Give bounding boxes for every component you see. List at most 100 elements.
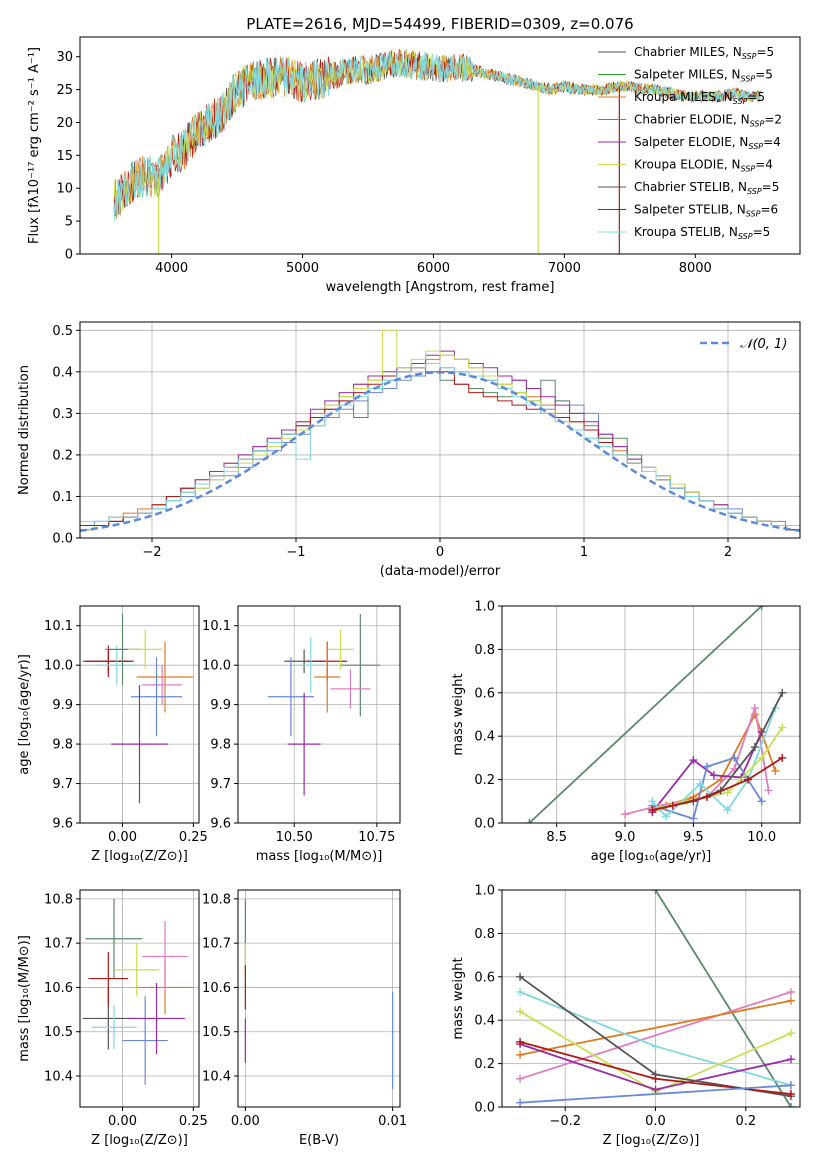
panel-weight-vs-Z: −0.2 0.0 0.2 0.0 0.2 0.4 0.6 0.8 1.0 Z [log₁₀(Z/Z… bbox=[451, 884, 801, 1148]
legend-label: Chabrier ELODIE, NSSP=2 bbox=[634, 113, 782, 129]
y-tick-label: 10.0 bbox=[44, 659, 73, 674]
y-tick-label: 20 bbox=[56, 116, 73, 131]
x-tick-label: −0.2 bbox=[549, 1114, 581, 1129]
y-tick-label: 10.1 bbox=[44, 619, 73, 634]
y-tick-label: 10.7 bbox=[202, 937, 231, 952]
y-tick-label: 0.3 bbox=[52, 407, 73, 422]
y-tick-label: 0.4 bbox=[52, 365, 73, 380]
x-tick-label: 0.00 bbox=[231, 1114, 260, 1129]
x-tick-label: 0.2 bbox=[735, 1114, 756, 1129]
figure-title: PLATE=2616, MJD=54499, FIBERID=0309, z=0… bbox=[246, 15, 633, 33]
legend-label: Kroupa ELODIE, NSSP=4 bbox=[634, 158, 773, 174]
y-tick-label: 9.7 bbox=[52, 777, 73, 792]
legend-label: 𝒩(0, 1) bbox=[740, 337, 787, 352]
y-tick-label: 0 bbox=[65, 248, 73, 263]
plot-area bbox=[238, 890, 400, 1107]
x-axis-label: (data-model)/error bbox=[380, 564, 501, 579]
axes-frame bbox=[79, 889, 200, 1108]
y-tick-label: 9.8 bbox=[52, 738, 73, 753]
y-tick-label: 10.5 bbox=[44, 1025, 73, 1040]
errorbar-point bbox=[136, 641, 194, 713]
series-line-pink bbox=[519, 991, 792, 1080]
legend-label: Kroupa STELIB, NSSP=5 bbox=[634, 225, 770, 241]
panel-residuals: −2 −1 0 1 2 0.0 0.1 0.2 0.3 0.4 0.5 (data-model)/er… bbox=[17, 321, 801, 579]
series-line-kroupa_miles bbox=[519, 999, 792, 1056]
errorbar-point bbox=[297, 637, 324, 693]
axes-frame bbox=[501, 889, 801, 1108]
legend-entry: Salpeter MILES, NSSP=5 bbox=[598, 68, 773, 84]
legend-entry: Chabrier ELODIE, NSSP=2 bbox=[598, 113, 782, 129]
x-tick-label: 4000 bbox=[155, 261, 188, 276]
legend-entry: Salpeter ELODIE, NSSP=4 bbox=[598, 135, 781, 151]
series-line-blue2 bbox=[520, 1084, 792, 1104]
y-tick-label: 10.8 bbox=[202, 892, 231, 907]
y-axis-label: age [log₁₀(age/yr)] bbox=[17, 654, 32, 775]
y-tick-label: 9.9 bbox=[52, 698, 73, 713]
legend-label: Salpeter ELODIE, NSSP=4 bbox=[634, 135, 781, 151]
y-tick-label: 0.4 bbox=[474, 730, 495, 745]
y-tick-label: 30 bbox=[56, 50, 73, 65]
x-tick-label: 2 bbox=[724, 545, 732, 560]
legend-label: Salpeter MILES, NSSP=5 bbox=[634, 68, 773, 84]
x-tick-label: 10.50 bbox=[276, 830, 313, 845]
plot-marks bbox=[82, 613, 194, 804]
y-tick-label: 9.6 bbox=[52, 817, 73, 832]
x-tick-label: 7000 bbox=[548, 261, 581, 276]
y-tick-label: 25 bbox=[56, 83, 73, 98]
spectrum-line-kroupa_stelib bbox=[113, 50, 761, 222]
x-axis-label: Z [log₁₀(Z/Z⊙)] bbox=[91, 849, 188, 864]
errorbar-point bbox=[111, 684, 168, 804]
y-tick-label: 0.6 bbox=[474, 970, 495, 985]
plot-marks bbox=[80, 329, 800, 538]
y-tick-label: 9.7 bbox=[210, 777, 231, 792]
x-tick-label: 0.25 bbox=[179, 830, 208, 845]
axes-frame bbox=[79, 605, 200, 824]
y-tick-label: 0.4 bbox=[474, 1014, 495, 1029]
y-tick-label: 10.4 bbox=[202, 1070, 231, 1085]
y-tick-label: 10.6 bbox=[44, 981, 73, 996]
plot-area bbox=[80, 890, 199, 1107]
panel-mass-vs-Z: 0.00 0.25 10.4 10.5 10.6 10.7 10.8 Z [log₁₀(Z/Z… bbox=[17, 889, 208, 1148]
y-tick-label: 0.0 bbox=[52, 532, 73, 547]
x-tick-label: 10.0 bbox=[747, 830, 776, 845]
y-axis-label: Normed distribution bbox=[17, 365, 32, 495]
errorbar-point bbox=[314, 641, 341, 713]
y-tick-label: 9.6 bbox=[210, 817, 231, 832]
y-tick-label: 10.8 bbox=[44, 892, 73, 907]
x-tick-label: 8000 bbox=[679, 261, 712, 276]
x-tick-label: 9.0 bbox=[615, 830, 636, 845]
x-axis-label: mass [log₁₀(M/M⊙)] bbox=[256, 849, 383, 864]
plot-area bbox=[238, 606, 400, 823]
y-tick-label: 15 bbox=[56, 149, 73, 164]
panel-spectrum: 4000 5000 6000 7000 8000 0 5 10 15 20 25 30 waveleng… bbox=[27, 36, 801, 295]
legend-entry: Chabrier STELIB, NSSP=5 bbox=[598, 180, 779, 196]
y-tick-label: 10.1 bbox=[202, 619, 231, 634]
y-tick-label: 0.1 bbox=[52, 490, 73, 505]
plot-marks bbox=[525, 606, 787, 823]
y-tick-label: 0.5 bbox=[52, 324, 73, 339]
errorbar-point bbox=[327, 629, 354, 670]
legend-entry: Salpeter STELIB, NSSP=6 bbox=[598, 203, 778, 219]
y-tick-label: 10.0 bbox=[202, 659, 231, 674]
errorbar-point bbox=[122, 996, 168, 1085]
y-tick-label: 10.4 bbox=[44, 1070, 73, 1085]
plot-marks bbox=[267, 613, 381, 796]
x-axis-label: wavelength [Angstrom, rest frame] bbox=[326, 280, 555, 295]
normal-curve bbox=[80, 371, 800, 532]
axes-frame bbox=[501, 605, 801, 824]
errorbar-point bbox=[267, 657, 315, 737]
y-tick-label: 10.5 bbox=[202, 1025, 231, 1040]
legend-entry: Kroupa MILES, NSSP=5 bbox=[598, 90, 765, 106]
panels: 4000 5000 6000 7000 8000051015202530waveleng… bbox=[17, 36, 801, 1148]
y-tick-label: 0.2 bbox=[474, 1057, 495, 1072]
legend-entry: Chabrier MILES, NSSP=5 bbox=[598, 45, 774, 61]
x-tick-label: 10.75 bbox=[358, 830, 395, 845]
axes-frame bbox=[79, 321, 801, 539]
x-tick-label: 0.0 bbox=[645, 1114, 666, 1129]
errorbar-point bbox=[94, 645, 140, 685]
y-axis-label: mass [log₁₀(M/M⊙)] bbox=[17, 935, 32, 1062]
y-tick-label: 1.0 bbox=[474, 884, 495, 899]
x-tick-label: 0 bbox=[436, 545, 444, 560]
plot-marks bbox=[516, 890, 795, 1107]
